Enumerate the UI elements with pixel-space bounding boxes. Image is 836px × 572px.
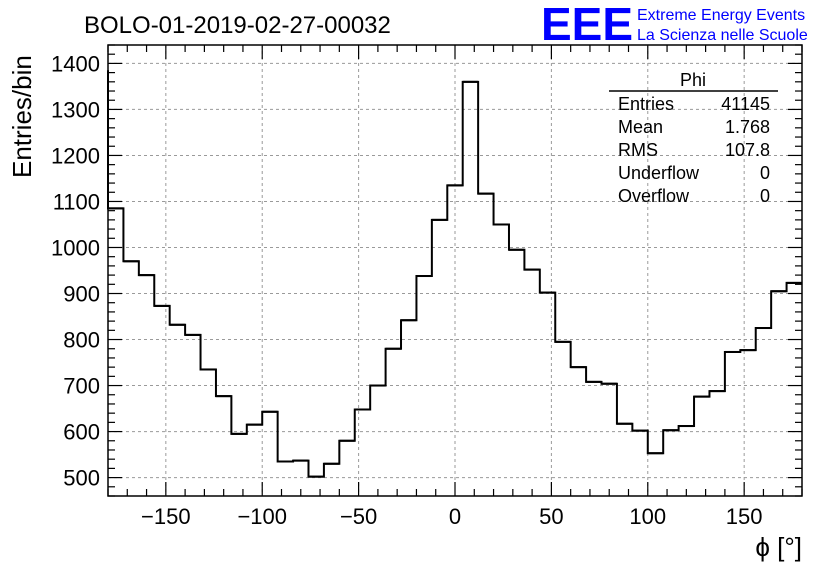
stats-row-label: Underflow: [618, 163, 700, 183]
x-tick-label: 150: [726, 504, 763, 529]
y-axis-label: Entries/bin: [7, 55, 37, 178]
eee-logo-line2: La Scienza nelle Scuole: [637, 27, 808, 44]
stats-row-value: 107.8: [725, 140, 770, 160]
eee-logo-mark: EEE: [541, 0, 633, 50]
x-tick-label: 0: [449, 504, 461, 529]
y-tick-label: 800: [63, 328, 100, 353]
stats-box: Phi Entries 41145 Mean 1.768 RMS 107.8 Underfl…: [609, 70, 778, 206]
stats-row-value: 0: [760, 163, 770, 183]
y-tick-label: 500: [63, 466, 100, 491]
x-tick-label: −50: [340, 504, 377, 529]
y-tick-label: 700: [63, 374, 100, 399]
stats-row-label: RMS: [618, 140, 658, 160]
y-tick-label: 1000: [51, 235, 100, 260]
stats-row-value: 1.768: [725, 117, 770, 137]
stats-title: Phi: [680, 70, 706, 90]
x-axis-label: ϕ [°]: [755, 532, 802, 562]
stats-row-value: 0: [760, 186, 770, 206]
eee-logo-line1: Extreme Energy Events: [637, 7, 805, 24]
axis-tick-labels: −150 −100 −50 0 50 100 150 500 600 700 800 900 1000 1…: [51, 51, 762, 529]
x-tick-label: 50: [539, 504, 563, 529]
histogram-bins: [107, 70, 802, 478]
y-tick-label: 1300: [51, 97, 100, 122]
eee-logo: EEE Extreme Energy Events La Scienza nel…: [541, 0, 808, 50]
y-tick-label: 600: [63, 420, 100, 445]
grid-lines: [108, 45, 802, 496]
y-tick-label: 1400: [51, 51, 100, 76]
stats-row-label: Mean: [618, 117, 663, 137]
x-tick-label: 100: [629, 504, 666, 529]
stats-row-label: Entries: [618, 94, 674, 114]
stats-row-value: 41145: [721, 94, 770, 114]
y-tick-label: 1200: [51, 143, 100, 168]
y-tick-label: 1100: [53, 189, 100, 214]
chart-title: BOLO-01-2019-02-27-00032: [84, 12, 391, 39]
y-tick-label: 900: [63, 282, 100, 307]
x-tick-label: −150: [141, 504, 191, 529]
stats-row-label: Overflow: [618, 186, 690, 206]
x-tick-label: −100: [237, 504, 287, 529]
stats-rows: Entries 41145 Mean 1.768 RMS 107.8 Underflow 0 O…: [618, 94, 770, 206]
axis-ticks: [107, 44, 803, 497]
